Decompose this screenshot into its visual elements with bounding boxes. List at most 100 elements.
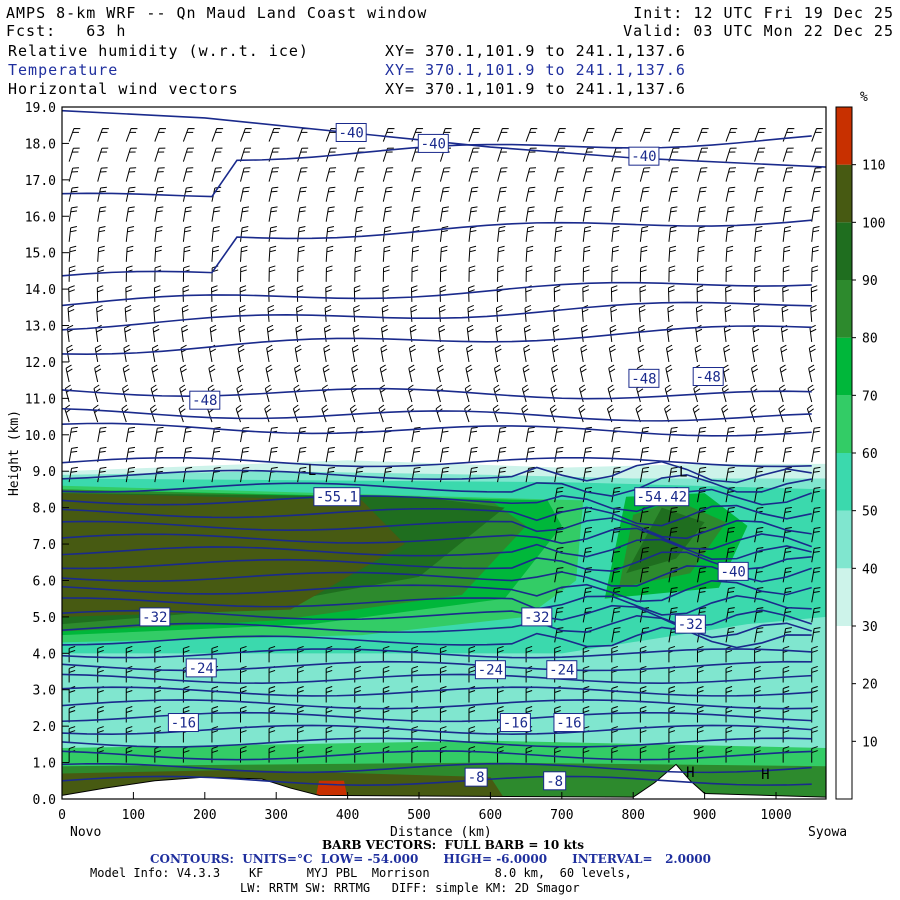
wind-barb <box>782 486 792 503</box>
wind-barb <box>211 746 219 763</box>
wind-barb <box>494 344 502 363</box>
wind-barb <box>182 127 195 142</box>
wind-barb <box>582 587 592 603</box>
wind-barb <box>521 384 529 403</box>
wind-barb <box>751 344 759 363</box>
contour-label-box <box>628 146 660 166</box>
contour-label-text: -32 <box>524 610 549 626</box>
wind-barb <box>554 446 564 463</box>
wind-barb <box>611 206 621 222</box>
wind-barb <box>297 265 305 282</box>
barb-note: BARB VECTORS: FULL BARB = 10 kts <box>322 838 585 852</box>
wind-barb <box>125 706 133 723</box>
wind-barb <box>94 364 102 383</box>
wind-barb <box>211 226 220 242</box>
wind-barb <box>150 384 158 403</box>
wind-barb <box>554 627 564 643</box>
wind-barb <box>268 206 278 222</box>
colorbar-swatch <box>836 222 852 280</box>
wind-barb <box>725 226 734 242</box>
x-tick-label: 700 <box>550 808 573 823</box>
wind-barb <box>525 265 533 282</box>
y-tick-label: 13.0 <box>25 320 56 335</box>
wind-barb <box>382 245 391 262</box>
wind-barb <box>297 645 304 663</box>
y-tick-label: 4.0 <box>33 647 56 662</box>
y-tick-label: 0.0 <box>33 793 56 808</box>
wind-barb <box>553 305 560 322</box>
wind-barb <box>554 466 564 483</box>
wind-barb <box>264 384 272 403</box>
wind-barb <box>497 186 507 202</box>
contour-label-box <box>634 487 690 507</box>
wind-barb <box>240 665 247 683</box>
wind-barb <box>97 245 105 262</box>
wind-barb <box>92 404 100 423</box>
wind-barb <box>297 147 309 162</box>
colorbar-tick-label: 110 <box>862 159 885 174</box>
wind-barb <box>524 305 532 322</box>
x-tick-label: 1000 <box>760 808 791 823</box>
wind-barb <box>153 305 161 322</box>
temperature-contour <box>62 673 812 684</box>
wind-barb <box>782 466 792 483</box>
wind-barb <box>722 364 730 383</box>
wind-barb <box>554 127 566 142</box>
field-rh-name: Relative humidity (w.r.t. ice) <box>8 42 309 60</box>
wind-barb <box>582 245 591 262</box>
wind-barb <box>725 127 738 142</box>
wind-barb <box>778 384 787 403</box>
wind-barb <box>725 167 736 182</box>
wind-barb <box>236 364 244 383</box>
y-tick-label: 6.0 <box>33 574 56 589</box>
wind-barb <box>179 384 187 403</box>
wind-barb <box>325 206 335 222</box>
wind-barb <box>611 226 620 242</box>
wind-barb <box>754 167 765 182</box>
wind-barb <box>268 245 277 262</box>
wind-barb <box>610 285 618 302</box>
wind-barb <box>582 206 592 222</box>
wind-barb <box>782 186 793 202</box>
wind-barb <box>354 426 364 443</box>
x-tick-label: 300 <box>264 808 287 823</box>
wind-barb <box>468 226 477 242</box>
temperature-contour <box>62 456 812 468</box>
temperature-contour <box>62 762 812 774</box>
wind-barb <box>411 186 422 202</box>
wind-barb <box>382 186 393 202</box>
wind-barb <box>325 426 335 443</box>
wind-barb <box>240 127 252 142</box>
wind-barb <box>125 206 135 222</box>
wind-barb <box>211 127 224 142</box>
wind-barb <box>182 147 194 162</box>
wind-barb <box>611 527 621 543</box>
wind-barb <box>696 265 704 282</box>
wind-barb <box>211 285 218 302</box>
wind-barb <box>551 344 559 363</box>
wind-barb <box>354 147 366 162</box>
wind-barb <box>468 466 478 483</box>
wind-barb <box>468 446 478 463</box>
colorbar-swatch <box>836 741 852 799</box>
x-tick-label: 100 <box>122 808 145 823</box>
wind-barb <box>64 404 72 423</box>
rh-band-40-low <box>62 642 826 767</box>
wind-barb <box>782 446 792 463</box>
wind-barb <box>97 186 107 202</box>
wind-barb <box>554 645 561 663</box>
wind-barb <box>268 167 279 182</box>
temperature-contour <box>62 538 812 560</box>
wind-barb <box>551 364 559 383</box>
wind-barb <box>350 384 358 403</box>
forecast-hour: Fcst: 63 h <box>6 22 127 40</box>
colorbar-swatch <box>836 626 852 684</box>
temperature-contour <box>62 551 812 572</box>
contour-label-text: -16 <box>171 716 196 732</box>
wind-barb <box>125 167 137 182</box>
contour-label-box <box>474 660 506 680</box>
wind-barb <box>239 285 247 302</box>
wind-barb <box>811 607 821 623</box>
wind-barb <box>438 305 446 322</box>
wind-barb <box>152 324 160 342</box>
